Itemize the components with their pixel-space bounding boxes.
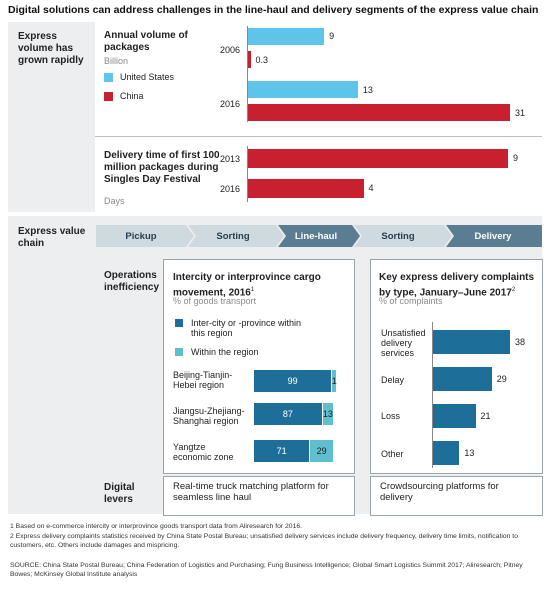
value-chain-arrows: [96, 225, 542, 247]
cargo-region-0: Beijing-Tianjin-Hebei region: [173, 370, 233, 390]
complaint-type-1: Delay: [381, 375, 405, 385]
footnote-2: 2 Express delivery complaints statistics…: [10, 533, 518, 549]
complaints-unit: % of complaints: [379, 296, 443, 306]
legend-china-label: China: [120, 91, 144, 101]
cargo-heading: Intercity or interprovince cargo movemen…: [173, 272, 348, 299]
lever-delivery: Crowdsourcing platforms for delivery: [370, 476, 543, 516]
complaints-box: [370, 259, 543, 474]
cargo-legend-dark-swatch: [175, 319, 183, 327]
cargo-region-1: Jiangsu-Zhejiang-Shanghai region: [173, 406, 245, 426]
volume-value-us-2006: 9: [329, 31, 335, 41]
complaint-type-0: Unsatisfied delivery services: [381, 328, 426, 358]
step-delivery: Delivery: [474, 230, 512, 242]
volume-bar-china-2006: [248, 51, 251, 68]
cargo-bar-light-1: 13: [322, 403, 333, 425]
volume-heading: Annual volume of packages: [104, 30, 188, 53]
complaint-type-2: Loss: [381, 411, 401, 421]
cargo-value-dark-2: 71: [276, 446, 287, 456]
volume-value-china-2016: 31: [515, 108, 526, 118]
volume-bar-china-2016: [248, 104, 510, 121]
page-title: Digital solutions can address challenges…: [8, 4, 539, 16]
delivery-axis: [247, 146, 248, 202]
volume-bar-us-2016: [248, 81, 358, 98]
delivery-bar-2016: [248, 179, 364, 198]
step-sorting-1: Sorting: [216, 230, 250, 242]
complaint-bar-3: [433, 441, 460, 465]
operations-label: Operations inefficiency: [104, 270, 160, 293]
volume-year-2006: 2006: [220, 45, 241, 55]
delivery-value-2013: 9: [513, 153, 519, 163]
legend-china-swatch: [104, 92, 113, 101]
cargo-legend-light-label: Within the region: [191, 347, 259, 357]
step-sorting-2: Sorting: [381, 230, 415, 242]
value-chain-label: Express value chain: [18, 226, 86, 249]
chevron-delivery: [446, 225, 542, 247]
footnote-1: 1 Based on e-commerce intercity or inter…: [10, 523, 303, 530]
complaint-bar-2: [433, 404, 476, 428]
cargo-legend-dark-label: Inter-city or -province within this regi…: [191, 318, 302, 338]
volume-value-us-2016: 13: [362, 85, 373, 95]
volume-value-china-2006: 0.3: [255, 55, 269, 65]
cargo-value-light-1: 13: [322, 409, 333, 419]
cargo-unit: % of goods transport: [173, 296, 257, 306]
complaint-value-3: 13: [464, 448, 475, 458]
cargo-box: [163, 259, 355, 474]
legend-us-label: United States: [120, 72, 175, 82]
cargo-region-2: Yangtze economic zone: [173, 442, 234, 462]
volume-year-2016: 2016: [220, 99, 241, 109]
complaint-type-3: Other: [381, 449, 404, 459]
cargo-bar-dark-0: 99: [254, 370, 332, 392]
chevron-sorting-1: [188, 225, 284, 247]
cargo-value-dark-0: 99: [287, 376, 298, 386]
cargo-value-light-0: 1: [331, 376, 337, 386]
chevron-linehaul: [278, 225, 360, 247]
cargo-heading-text: Intercity or interprovince cargo movemen…: [173, 272, 321, 299]
chevron-pickup: [96, 225, 194, 247]
delivery-unit: Days: [104, 196, 125, 206]
complaint-bar-1: [433, 367, 492, 391]
complaint-value-0: 38: [515, 337, 526, 347]
delivery-year-2013: 2013: [220, 154, 241, 164]
complaint-value-1: 29: [496, 374, 507, 384]
delivery-value-2016: 4: [368, 183, 374, 193]
step-linehaul: Line-haul: [294, 230, 338, 242]
complaint-bar-0: [433, 330, 510, 354]
cargo-value-light-2: 29: [316, 446, 327, 456]
top-section-divider: [95, 136, 542, 137]
complaints-footnote-mark: 2: [511, 287, 516, 293]
volume-axis: [247, 26, 248, 122]
cargo-legend-light-swatch: [175, 348, 183, 356]
volume-unit: Billion: [104, 56, 129, 66]
lever-linehaul: Real-time truck matching platform for se…: [163, 476, 355, 516]
cargo-bar-dark-2: 71: [254, 440, 310, 462]
legend-us-swatch: [104, 73, 113, 82]
step-pickup: Pickup: [125, 230, 157, 242]
source-note: SOURCE: China State Postal Bureau; China…: [10, 562, 523, 578]
complaints-heading-text: Key express delivery complaints by type,…: [379, 272, 535, 299]
cargo-bar-light-0: 1: [331, 370, 337, 392]
cargo-bar-light-2: 29: [310, 440, 333, 462]
cargo-bar-dark-1: 87: [254, 403, 322, 425]
cargo-footnote-mark: 1: [250, 287, 255, 293]
delivery-heading: Delivery time of first 100 million packa…: [104, 150, 220, 185]
complaints-heading: Key express delivery complaints by type,…: [379, 272, 539, 299]
cargo-value-dark-1: 87: [282, 409, 293, 419]
top-section-label: Express volume has grown rapidly: [18, 31, 84, 66]
delivery-bar-2013: [248, 149, 508, 168]
volume-bar-us-2006: [248, 28, 325, 45]
digital-label: Digital levers: [104, 482, 135, 505]
delivery-year-2016: 2016: [220, 184, 241, 194]
complaints-axis: [432, 322, 433, 468]
complaint-value-2: 21: [480, 411, 491, 421]
chevron-sorting-2: [354, 225, 452, 247]
